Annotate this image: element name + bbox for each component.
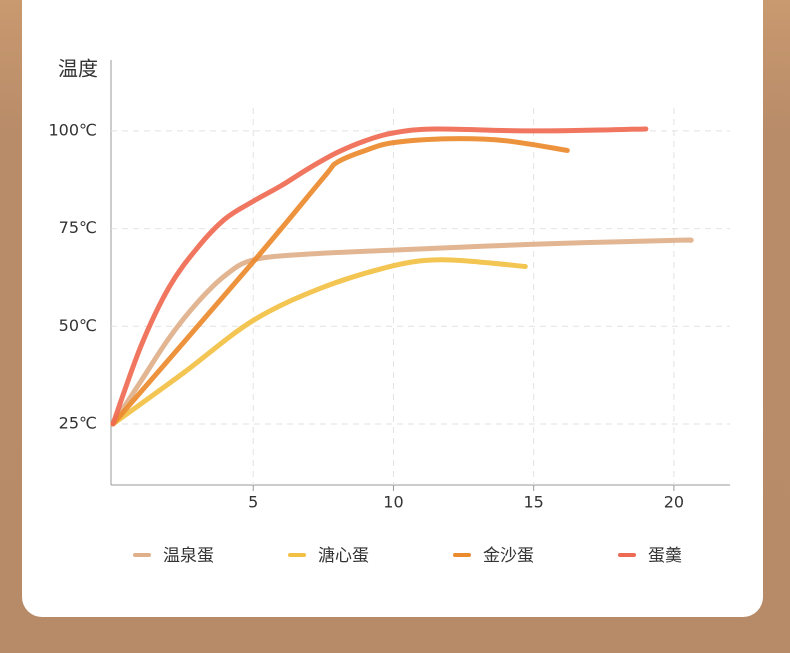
card — [22, 0, 763, 617]
y-tick-label: 100℃ — [48, 120, 97, 139]
y-tick-label: 50℃ — [59, 316, 97, 335]
x-tick-label: 20 — [664, 493, 684, 512]
line — [110, 126, 649, 427]
legend-label: 溏心蛋 — [318, 546, 369, 566]
x-tick-label: 5 — [248, 493, 258, 512]
x-tick-label: 10 — [383, 493, 403, 512]
x-tick-label: 15 — [524, 493, 544, 512]
y-tick-label: 75℃ — [59, 218, 97, 237]
legend-label: 金沙蛋 — [483, 546, 534, 566]
legend-label: 温泉蛋 — [163, 546, 214, 566]
legend-label: 蛋羹 — [648, 546, 682, 566]
y-axis-label: 温度 — [58, 57, 98, 81]
y-tick-label: 25℃ — [59, 413, 97, 432]
line — [110, 257, 528, 427]
line — [110, 237, 694, 427]
line — [110, 136, 570, 427]
